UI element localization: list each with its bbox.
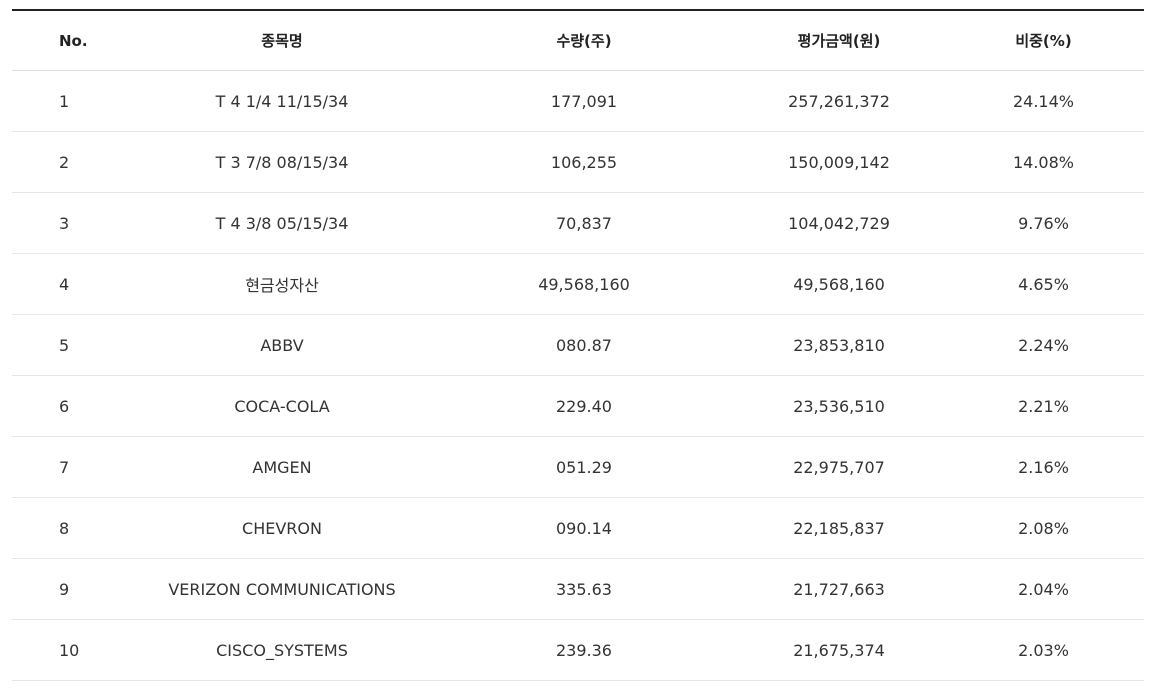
cell-no: 9 [12,558,131,620]
cell-no: 6 [12,375,131,437]
cell-name: CHEVRON [131,497,433,559]
cell-weight: 2.16% [943,436,1144,498]
table-row: 10 CISCO_SYSTEMS 239.36 21,675,374 2.03% [12,619,1144,681]
table-row: 8 CHEVRON 090.14 22,185,837 2.08% [12,497,1144,559]
cell-name: COCA-COLA [131,375,433,437]
cell-name: T 4 1/4 11/15/34 [131,70,433,132]
cell-value: 23,853,810 [735,314,943,376]
header-no: No. [12,10,131,71]
header-quantity: 수량(주) [433,10,735,71]
cell-name: 현금성자산 [131,253,433,315]
holdings-table: No. 종목명 수량(주) 평가금액(원) 비중(%) 1 T 4 1/4 11… [12,9,1144,681]
table-row: 9 VERIZON COMMUNICATIONS 335.63 21,727,6… [12,558,1144,620]
cell-name: T 3 7/8 08/15/34 [131,131,433,193]
cell-no: 10 [12,619,131,681]
table-row: 4 현금성자산 49,568,160 49,568,160 4.65% [12,253,1144,315]
cell-name: T 4 3/8 05/15/34 [131,192,433,254]
cell-weight: 2.24% [943,314,1144,376]
cell-quantity: 335.63 [433,558,735,620]
cell-no: 2 [12,131,131,193]
cell-quantity: 051.29 [433,436,735,498]
cell-no: 5 [12,314,131,376]
cell-weight: 2.04% [943,558,1144,620]
cell-weight: 9.76% [943,192,1144,254]
cell-value: 23,536,510 [735,375,943,437]
cell-weight: 2.21% [943,375,1144,437]
cell-value: 22,975,707 [735,436,943,498]
cell-quantity: 090.14 [433,497,735,559]
cell-quantity: 70,837 [433,192,735,254]
cell-quantity: 080.87 [433,314,735,376]
cell-quantity: 49,568,160 [433,253,735,315]
header-name: 종목명 [131,10,433,71]
cell-quantity: 106,255 [433,131,735,193]
cell-value: 257,261,372 [735,70,943,132]
cell-no: 4 [12,253,131,315]
cell-quantity: 229.40 [433,375,735,437]
header-value: 평가금액(원) [735,10,943,71]
cell-value: 21,675,374 [735,619,943,681]
table-row: 7 AMGEN 051.29 22,975,707 2.16% [12,436,1144,498]
cell-quantity: 239.36 [433,619,735,681]
cell-value: 104,042,729 [735,192,943,254]
cell-name: VERIZON COMMUNICATIONS [131,558,433,620]
cell-weight: 14.08% [943,131,1144,193]
cell-name: CISCO_SYSTEMS [131,619,433,681]
table-body: 1 T 4 1/4 11/15/34 177,091 257,261,372 2… [12,70,1144,681]
holdings-table-container: No. 종목명 수량(주) 평가금액(원) 비중(%) 1 T 4 1/4 11… [12,9,1144,681]
table-row: 5 ABBV 080.87 23,853,810 2.24% [12,314,1144,376]
cell-weight: 2.03% [943,619,1144,681]
cell-name: ABBV [131,314,433,376]
cell-no: 1 [12,70,131,132]
cell-value: 21,727,663 [735,558,943,620]
header-row: No. 종목명 수량(주) 평가금액(원) 비중(%) [12,10,1144,71]
cell-name: AMGEN [131,436,433,498]
cell-weight: 2.08% [943,497,1144,559]
cell-no: 7 [12,436,131,498]
cell-no: 8 [12,497,131,559]
cell-value: 22,185,837 [735,497,943,559]
header-weight: 비중(%) [943,10,1144,71]
table-row: 1 T 4 1/4 11/15/34 177,091 257,261,372 2… [12,70,1144,132]
table-row: 2 T 3 7/8 08/15/34 106,255 150,009,142 1… [12,131,1144,193]
cell-weight: 24.14% [943,70,1144,132]
table-row: 3 T 4 3/8 05/15/34 70,837 104,042,729 9.… [12,192,1144,254]
cell-weight: 4.65% [943,253,1144,315]
cell-value: 150,009,142 [735,131,943,193]
table-row: 6 COCA-COLA 229.40 23,536,510 2.21% [12,375,1144,437]
table-header: No. 종목명 수량(주) 평가금액(원) 비중(%) [12,10,1144,71]
cell-quantity: 177,091 [433,70,735,132]
cell-no: 3 [12,192,131,254]
cell-value: 49,568,160 [735,253,943,315]
